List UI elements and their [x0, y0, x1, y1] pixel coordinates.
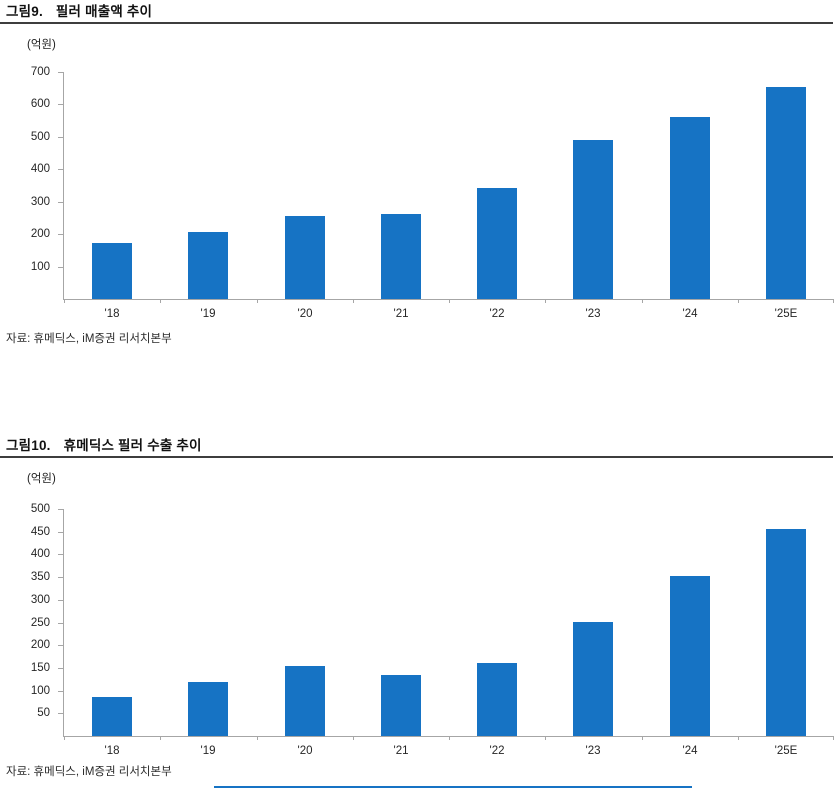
x-axis-category-label: '22: [489, 745, 505, 757]
x-axis-category-label: '22: [489, 308, 505, 320]
y-axis-tick-mark: [58, 645, 64, 647]
y-axis-tick-label: 300: [30, 195, 50, 208]
y-axis-tick-label: 450: [30, 525, 50, 538]
y-axis-tick-mark: [58, 577, 64, 579]
bar: [92, 243, 132, 299]
y-axis-tick-mark: [58, 234, 64, 236]
y-axis-tick-label: 250: [30, 616, 50, 629]
y-axis-tick-mark: [58, 72, 64, 73]
bar: [670, 117, 710, 299]
x-axis-category-label: '18: [104, 745, 120, 757]
y-axis-tick-mark: [58, 509, 64, 510]
page-footer-rule: [214, 786, 692, 788]
bar: [285, 216, 325, 299]
x-axis-category-label: '20: [297, 745, 313, 757]
x-axis-category-label: '19: [200, 745, 216, 757]
figure10-y-axis-unit-label: (억원): [27, 473, 56, 485]
x-axis-category-label: '23: [585, 745, 601, 757]
y-axis-tick-mark: [58, 622, 64, 624]
x-axis-tick-mark: [738, 299, 739, 303]
x-axis-tick-mark: [642, 736, 643, 740]
figure10-section: 그림10. 휴메딕스 필러 수출 추이 (억원) 50 100 150 200 250 3…: [0, 434, 834, 788]
bar: [670, 576, 710, 736]
bar: [477, 663, 517, 736]
y-axis-tick-label: 100: [30, 260, 50, 273]
figure10-bar-chart-plot-area: 50 100 150 200 250 300 350 400 450 500 '18 '19 '20 '2…: [31, 503, 834, 757]
y-axis-tick-label: 150: [30, 661, 50, 674]
y-axis-tick-mark: [58, 104, 64, 106]
x-axis-tick-mark: [738, 736, 739, 740]
bar: [188, 682, 228, 736]
bar: [477, 188, 517, 299]
bar: [766, 529, 806, 736]
x-axis-tick-mark: [353, 736, 354, 740]
bar: [381, 675, 421, 736]
x-axis-tick-mark: [64, 299, 65, 303]
figure9-number: 그림9.: [6, 4, 43, 19]
y-axis-tick-label: 500: [30, 503, 50, 515]
bar: [381, 214, 421, 299]
y-axis-tick-mark: [58, 554, 64, 556]
bar: [92, 697, 132, 736]
figure10-title-text: 휴메딕스 필러 수출 추이: [63, 438, 202, 453]
x-axis-tick-mark: [642, 299, 643, 303]
x-axis-category-label: '19: [200, 308, 216, 320]
figure10-source-note: 자료: 휴메딕스, iM증권 리서치본부: [6, 766, 172, 778]
x-axis-tick-mark: [449, 736, 450, 740]
x-axis-tick-mark: [545, 736, 546, 740]
y-axis-tick-label: 350: [30, 571, 50, 584]
y-axis-tick-label: 700: [30, 66, 50, 78]
x-axis-tick-mark: [160, 736, 161, 740]
y-axis-tick-mark: [58, 201, 64, 203]
x-axis-tick-mark: [64, 736, 65, 740]
x-axis-category-label: '21: [393, 745, 409, 757]
figure9-source-note: 자료: 휴메딕스, iM증권 리서치본부: [6, 333, 172, 345]
y-axis-tick-label: 300: [30, 593, 50, 606]
y-axis-tick-label: 400: [30, 548, 50, 561]
figure10-title: 그림10. 휴메딕스 필러 수출 추이: [0, 434, 833, 458]
x-axis-category-label: '24: [682, 308, 698, 320]
figure9-title-text: 필러 매출액 추이: [55, 4, 153, 19]
figure9-section: 그림9. 필러 매출액 추이 (억원) 100 200 300 400 500 600 70…: [0, 0, 834, 345]
bar: [285, 666, 325, 736]
x-axis-category-label: '18: [104, 308, 120, 320]
y-axis-tick-label: 50: [37, 707, 50, 720]
y-axis-tick-label: 100: [30, 684, 50, 697]
y-axis-tick-mark: [58, 266, 64, 268]
x-axis-tick-mark: [257, 299, 258, 303]
y-axis-tick-mark: [58, 667, 64, 669]
figure9-bar-chart-plot-area: 100 200 300 400 500 600 700 '18 '19 '20 '21 '22 '23 '…: [31, 66, 834, 320]
figure9-y-axis-unit-label: (억원): [27, 39, 56, 51]
x-axis-tick-mark: [160, 299, 161, 303]
x-axis-category-label: '20: [297, 308, 313, 320]
figure10-number: 그림10.: [6, 438, 51, 453]
bar: [766, 87, 806, 299]
y-axis-tick-label: 500: [30, 130, 50, 143]
y-axis-tick-mark: [58, 531, 64, 533]
y-axis-tick-mark: [58, 713, 64, 715]
x-axis-category-label: '23: [585, 308, 601, 320]
y-axis-tick-mark: [58, 599, 64, 601]
figure9-title: 그림9. 필러 매출액 추이: [0, 0, 833, 24]
bar: [188, 232, 228, 299]
y-axis-tick-mark: [58, 169, 64, 171]
x-axis-category-label: '21: [393, 308, 409, 320]
x-axis-category-label: '25E: [774, 308, 798, 320]
x-axis-tick-mark: [257, 736, 258, 740]
bar: [573, 140, 613, 299]
x-axis-tick-mark: [449, 299, 450, 303]
y-axis-tick-label: 200: [30, 228, 50, 241]
x-axis-category-label: '25E: [774, 745, 798, 757]
x-axis-tick-mark: [545, 299, 546, 303]
y-axis-tick-mark: [58, 136, 64, 138]
y-axis-tick-label: 200: [30, 639, 50, 652]
y-axis-tick-label: 400: [30, 163, 50, 176]
x-axis-category-label: '24: [682, 745, 698, 757]
bar: [573, 622, 613, 736]
y-axis-tick-label: 600: [30, 98, 50, 111]
x-axis-tick-mark: [353, 299, 354, 303]
y-axis-tick-mark: [58, 690, 64, 692]
